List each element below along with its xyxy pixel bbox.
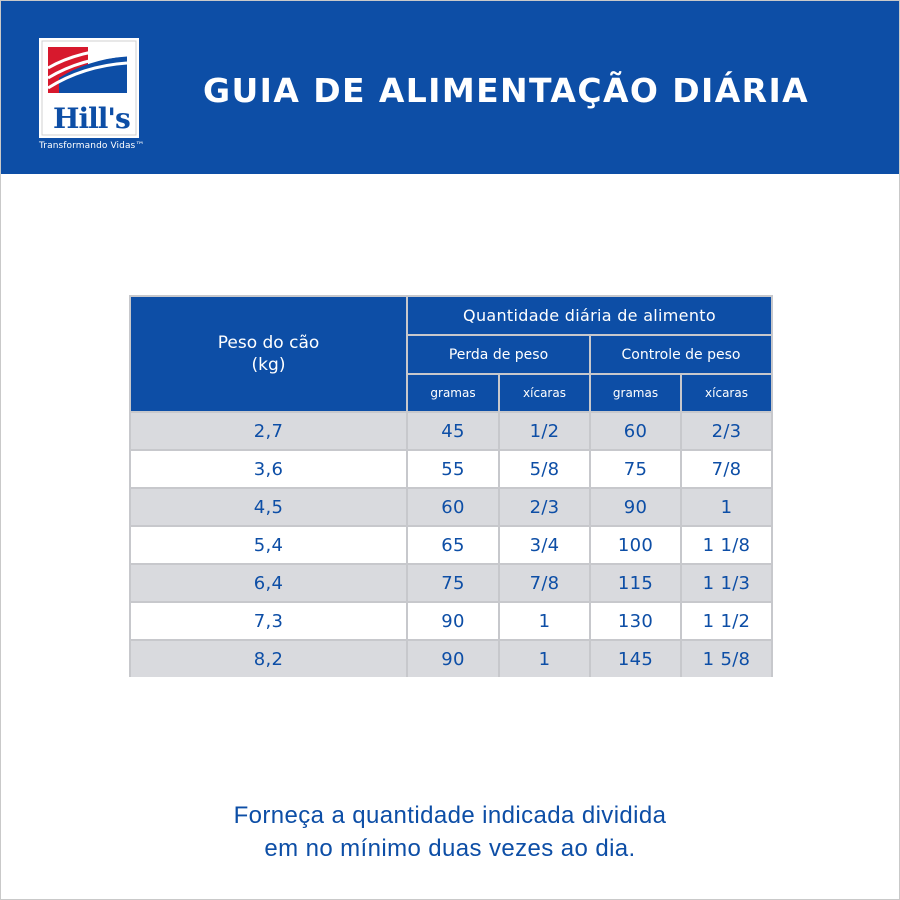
table-cell-value: 1 [500, 603, 589, 639]
table-cell-weight: 8,2 [131, 641, 406, 677]
hills-logo-icon: Hill's [39, 38, 139, 138]
table-cell-value: 100 [591, 527, 680, 563]
table-cell-value: 60 [591, 413, 680, 449]
table-cell-value: 1 1/8 [682, 527, 771, 563]
table-cell-value: 1 [500, 641, 589, 677]
table-cell-weight: 7,3 [131, 603, 406, 639]
unit-header: xícaras [682, 375, 771, 411]
table-cell-value: 75 [408, 565, 498, 601]
table-cell-value: 3/4 [500, 527, 589, 563]
table-cell-value: 1 [682, 489, 771, 525]
table-cell-value: 1 1/2 [682, 603, 771, 639]
feeding-table: Peso do cão (kg) Quantidade diária de al… [129, 295, 773, 677]
table-cell-weight: 4,5 [131, 489, 406, 525]
unit-header: gramas [591, 375, 680, 411]
table-cell-value: 75 [591, 451, 680, 487]
table-cell-weight: 2,7 [131, 413, 406, 449]
table-cell-value: 2/3 [500, 489, 589, 525]
footer-line-2: em no mínimo duas vezes ao dia. [264, 835, 636, 862]
header-banner: Hill's Transformando Vidas™ GUIA DE ALIM… [1, 1, 899, 174]
unit-header: gramas [408, 375, 498, 411]
table-cell-value: 130 [591, 603, 680, 639]
table-cell-value: 90 [408, 603, 498, 639]
table-cell-value: 145 [591, 641, 680, 677]
table-cell-weight: 5,4 [131, 527, 406, 563]
tagline: Transformando Vidas™ [39, 141, 145, 151]
table-cell-value: 65 [408, 527, 498, 563]
table-cell-value: 55 [408, 451, 498, 487]
table-cell-value: 1 1/3 [682, 565, 771, 601]
table-cell-weight: 6,4 [131, 565, 406, 601]
table-cell-value: 1/2 [500, 413, 589, 449]
footer-note: Forneça a quantidade indicada dividida e… [1, 799, 899, 865]
table-cell-value: 115 [591, 565, 680, 601]
weight-control-header: Controle de peso [591, 336, 771, 373]
weight-header-label: Peso do cão [217, 333, 320, 353]
table-cell-value: 90 [408, 641, 498, 677]
table-cell-value: 45 [408, 413, 498, 449]
table-cell-value: 60 [408, 489, 498, 525]
table-cell-value: 2/3 [682, 413, 771, 449]
page-title: GUIA DE ALIMENTAÇÃO DIÁRIA [203, 71, 810, 110]
table-cell-value: 90 [591, 489, 680, 525]
logo-text: Hill's [53, 102, 130, 135]
weight-loss-header: Perda de peso [408, 336, 589, 373]
table-cell-value: 1 5/8 [682, 641, 771, 677]
weight-header-unit: (kg) [251, 355, 286, 375]
unit-header: xícaras [500, 375, 589, 411]
table-cell-value: 5/8 [500, 451, 589, 487]
quantity-header: Quantidade diária de alimento [408, 297, 771, 334]
table-cell-value: 7/8 [500, 565, 589, 601]
footer-line-1: Forneça a quantidade indicada dividida [233, 802, 667, 829]
hills-logo-mark: Hill's [41, 40, 137, 136]
table-cell-value: 7/8 [682, 451, 771, 487]
weight-header: Peso do cão (kg) [131, 297, 406, 411]
table-cell-weight: 3,6 [131, 451, 406, 487]
